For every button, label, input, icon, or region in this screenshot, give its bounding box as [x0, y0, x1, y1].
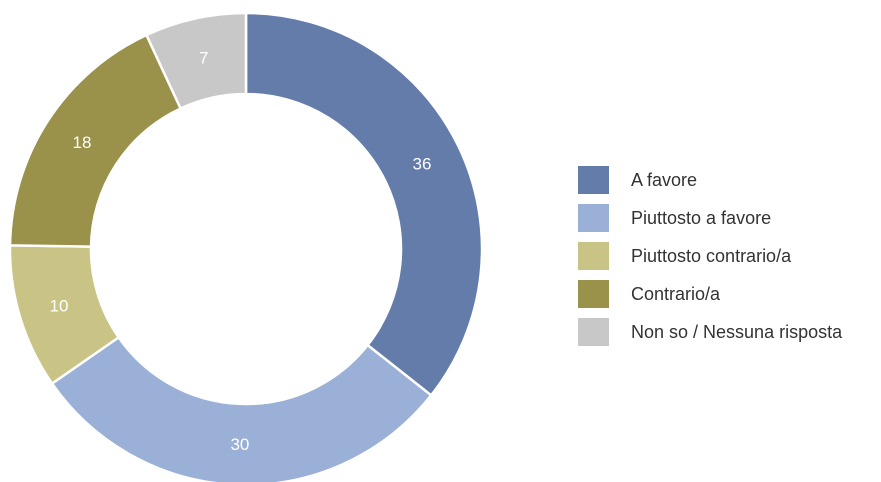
- slice-label-0: 36: [412, 154, 431, 173]
- slice-label-4: 7: [199, 49, 208, 68]
- legend-item: A favore: [578, 166, 842, 194]
- legend-swatch: [578, 242, 609, 270]
- legend-item: Non so / Nessuna risposta: [578, 318, 842, 346]
- legend-item: Piuttosto contrario/a: [578, 242, 842, 270]
- legend-item: Piuttosto a favore: [578, 204, 842, 232]
- legend-swatch: [578, 318, 609, 346]
- slice-0: [244, 11, 484, 398]
- slice-4: [144, 11, 248, 111]
- chart-legend: A favore Piuttosto a favore Piuttosto cont…: [578, 166, 842, 356]
- legend-label: Piuttosto contrario/a: [631, 245, 792, 266]
- slice-labels: 36 30 10 18 7: [50, 49, 432, 454]
- legend-swatch: [578, 204, 609, 232]
- legend-item: Contrario/a: [578, 280, 842, 308]
- legend-label: Piuttosto a favore: [631, 207, 772, 228]
- legend-swatch: [578, 280, 609, 308]
- slice-label-2: 10: [50, 296, 69, 315]
- donut-slices: [8, 11, 484, 482]
- legend-label: Non so / Nessuna risposta: [631, 321, 843, 342]
- slice-label-1: 30: [230, 435, 249, 454]
- legend-label: Contrario/a: [631, 283, 721, 304]
- legend-swatch: [578, 166, 609, 194]
- slice-3: [8, 33, 183, 248]
- legend-label: A favore: [631, 169, 698, 190]
- slice-1: [50, 335, 433, 482]
- slice-label-3: 18: [73, 133, 92, 152]
